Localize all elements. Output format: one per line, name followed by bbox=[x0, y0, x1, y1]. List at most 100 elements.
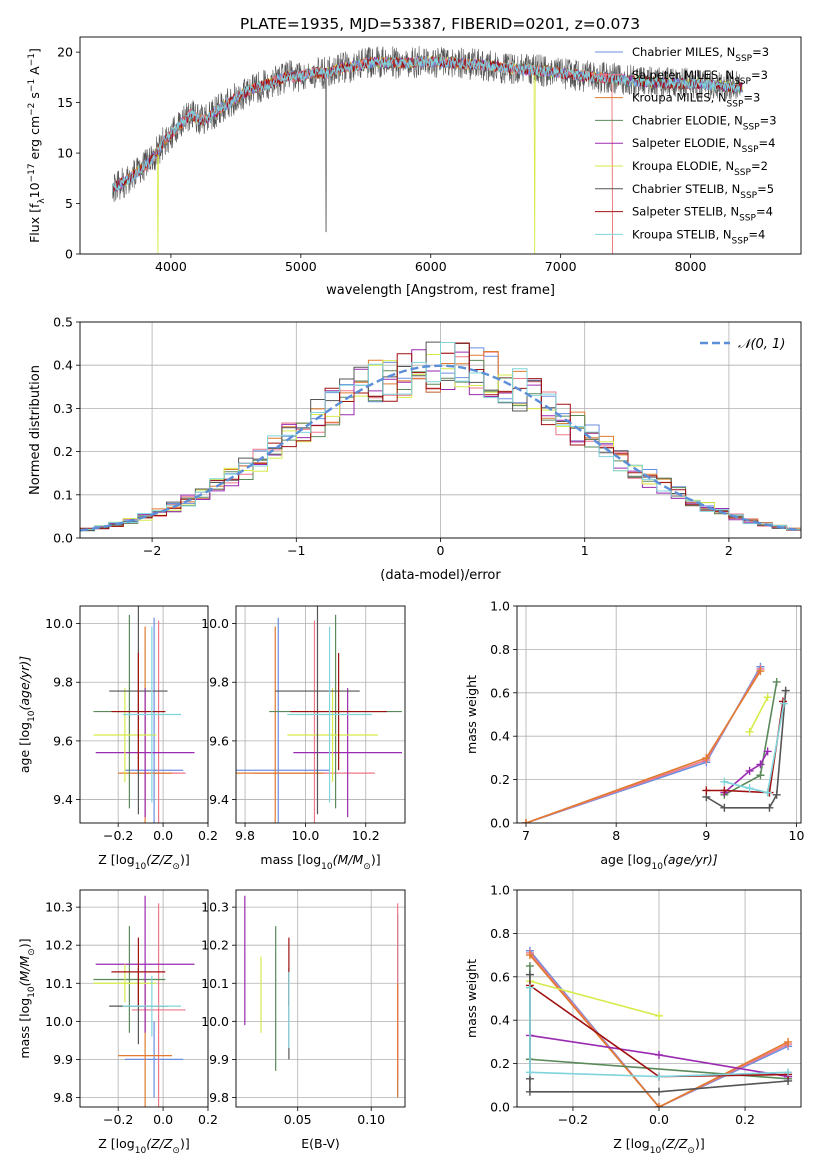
residuals-x-label: (data-model)/error bbox=[380, 568, 501, 583]
y-tick-label: 9.9 bbox=[53, 1052, 73, 1067]
legend-entry: Kroupa STELIB, NSSP=4 bbox=[632, 227, 765, 246]
x-tick-label: 9.8 bbox=[235, 828, 255, 843]
y-tick-label: 20 bbox=[57, 45, 73, 60]
mass-Z-errorbars bbox=[93, 895, 195, 1107]
y-tick-label: 0.0 bbox=[53, 531, 73, 546]
age-Z-errorbars bbox=[93, 606, 195, 823]
weight-Z-x-label: Z [log10(Z/Z⊙)] bbox=[613, 1136, 704, 1156]
y-tick-label: 0.0 bbox=[490, 1100, 510, 1115]
x-tick-label: −0.2 bbox=[558, 1112, 588, 1127]
weight-marker bbox=[756, 760, 765, 769]
y-tick-label: 0.6 bbox=[490, 969, 510, 984]
x-tick-label: 10.0 bbox=[291, 828, 319, 843]
y-tick-label: 0.0 bbox=[490, 816, 510, 831]
weight-marker bbox=[655, 1072, 663, 1081]
x-tick-label: 5000 bbox=[285, 259, 317, 274]
x-tick-label: 0.0 bbox=[649, 1112, 669, 1127]
residuals-axes: −2 −1 0 1 2 0.0 0.1 0.2 0.3 0.4 0.5 bbox=[53, 315, 801, 558]
x-tick-label: 0.10 bbox=[357, 1112, 385, 1127]
x-tick-label: 0.0 bbox=[153, 1112, 173, 1127]
weight-marker bbox=[772, 677, 781, 686]
weight-line-salpeter-miles bbox=[529, 952, 789, 1107]
y-tick-label: 9.6 bbox=[53, 733, 73, 748]
y-tick-label: 5 bbox=[65, 196, 73, 211]
weight-marker bbox=[525, 983, 534, 992]
weight-line-chabrier-miles bbox=[525, 666, 762, 823]
weight-marker bbox=[525, 951, 534, 960]
x-tick-label: 4000 bbox=[155, 259, 187, 274]
y-tick-label: 0.4 bbox=[490, 729, 510, 744]
weight-line-kroupa-elodie bbox=[748, 696, 769, 733]
legend-entry: Kroupa ELODIE, NSSP=2 bbox=[632, 159, 768, 178]
spectrum-salpeter-stelib bbox=[112, 55, 743, 193]
spectrum-axes: 4000 5000 6000 7000 8000 0 5 10 15 20 bbox=[57, 45, 706, 274]
weight-marker bbox=[763, 747, 772, 756]
age-mass-x-label: mass [log10(M/M⊙)] bbox=[260, 852, 380, 872]
residuals-frame bbox=[79, 321, 802, 539]
residuals-y-label: Normed distribution bbox=[28, 365, 43, 495]
weight-marker bbox=[745, 784, 754, 793]
weight-line-kroupa-stelib bbox=[724, 703, 785, 794]
weight-marker bbox=[702, 786, 711, 795]
weight-marker bbox=[784, 1068, 793, 1077]
y-tick-label: 0.5 bbox=[53, 315, 73, 330]
mass-Z-x-label: Z [log10(Z/Z⊙)] bbox=[98, 1136, 189, 1156]
spectrum-frame bbox=[79, 36, 802, 255]
y-tick-label: 9.8 bbox=[209, 1090, 229, 1105]
weight-marker bbox=[784, 1037, 793, 1046]
x-tick-label: −2 bbox=[143, 543, 161, 558]
y-tick-label: 0.1 bbox=[53, 487, 73, 502]
weight-marker bbox=[655, 1103, 663, 1107]
weight-marker bbox=[779, 699, 788, 708]
x-tick-label: 6000 bbox=[415, 259, 447, 274]
age-mass-errorbars bbox=[236, 606, 402, 823]
weight-marker bbox=[525, 961, 534, 970]
y-tick-label: 0.2 bbox=[490, 1056, 510, 1071]
weight-marker bbox=[720, 777, 729, 786]
spectrum-legend: Chabrier MILES, NSSP=3 Salpeter MILES, NS… bbox=[595, 45, 777, 246]
legend-entry: Salpeter STELIB, NSSP=4 bbox=[632, 205, 773, 224]
y-tick-label: 10.0 bbox=[45, 616, 73, 631]
weight-marker bbox=[763, 693, 772, 702]
x-tick-label: 9 bbox=[702, 828, 710, 843]
legend-entry: Chabrier ELODIE, NSSP=3 bbox=[632, 113, 777, 132]
weight-marker bbox=[720, 786, 729, 795]
weight-age-x-label: age [log10(age/yr)] bbox=[600, 852, 717, 872]
x-tick-label: −0.2 bbox=[103, 828, 133, 843]
legend-entry: Salpeter MILES, NSSP=3 bbox=[632, 68, 768, 87]
age-mass-axes: 9.8 10.0 10.2 9.4 9.6 9.8 10.0 bbox=[201, 606, 405, 843]
weight-Z-lines bbox=[525, 946, 793, 1107]
y-tick-label: 9.4 bbox=[209, 792, 229, 807]
weight-marker bbox=[745, 727, 754, 736]
weight-marker bbox=[702, 753, 711, 762]
x-tick-label: 8000 bbox=[675, 259, 707, 274]
weight-marker bbox=[745, 766, 754, 775]
legend-entry: Kroupa MILES, NSSP=3 bbox=[632, 91, 760, 110]
legend-entry: Chabrier MILES, NSSP=3 bbox=[632, 45, 769, 64]
y-tick-label: 10.1 bbox=[201, 976, 229, 991]
spectrum-kroupa-miles bbox=[112, 55, 613, 254]
weight-marker bbox=[525, 1068, 534, 1077]
y-tick-label: 0.4 bbox=[490, 1013, 510, 1028]
weight-age-y-label: mass weight bbox=[464, 675, 479, 754]
mass-ebv-x-label: E(B-V) bbox=[301, 1136, 340, 1151]
spectrum-lines bbox=[112, 45, 743, 254]
mass-ebv-axes: 0.05 0.10 9.8 9.9 10.0 10.1 10.2 10.3 bbox=[201, 890, 405, 1127]
y-tick-label: 1.0 bbox=[490, 599, 510, 614]
weight-marker bbox=[655, 1087, 663, 1096]
x-tick-label: 10 bbox=[789, 828, 805, 843]
x-tick-label: −1 bbox=[287, 543, 305, 558]
y-tick-label: 10.3 bbox=[45, 900, 73, 915]
y-tick-label: 10.3 bbox=[201, 900, 229, 915]
y-tick-label: 0.2 bbox=[53, 444, 73, 459]
y-tick-label: 10.0 bbox=[201, 1014, 229, 1029]
y-tick-label: 0.8 bbox=[490, 642, 510, 657]
y-tick-label: 15 bbox=[57, 95, 73, 110]
x-tick-label: 0 bbox=[437, 543, 445, 558]
y-tick-label: 0.8 bbox=[490, 926, 510, 941]
weight-line-salpeter-elodie bbox=[723, 751, 769, 794]
age-Z-frame bbox=[79, 605, 209, 824]
weight-marker bbox=[525, 970, 534, 979]
weight-marker bbox=[655, 1050, 663, 1059]
y-tick-label: 10.0 bbox=[45, 1014, 73, 1029]
